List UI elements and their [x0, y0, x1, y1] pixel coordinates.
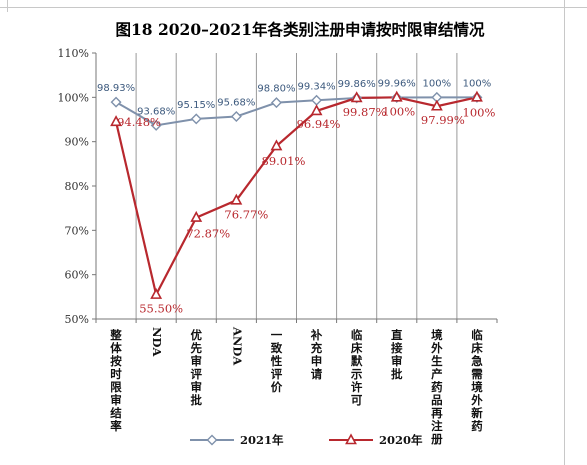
data-label-2020: 97.99%: [421, 113, 465, 127]
data-label-2021: 95.15%: [177, 100, 215, 111]
category-label: 临床急需境外新药: [470, 328, 483, 433]
point-2020: [390, 90, 403, 102]
y-tick-label: 100%: [58, 91, 89, 104]
category-label: 补充申请: [310, 328, 323, 381]
data-label-2020: 100%: [382, 104, 415, 118]
chart-title: 图18 2020–2021年各类别注册申请按时限审结情况: [115, 20, 485, 39]
point-2021: [190, 113, 202, 125]
page-frame-right: [564, 0, 565, 465]
category-label: ANDA: [230, 326, 244, 366]
data-label-2021: 99.86%: [338, 79, 376, 90]
point-2020: [110, 115, 122, 127]
page-frame-top: [0, 7, 587, 8]
data-label-2021: 98.93%: [97, 83, 135, 94]
category-label: 直接审批: [391, 328, 403, 381]
series-line-2020: [114, 96, 478, 298]
data-label-2020: 55.50%: [139, 302, 183, 316]
y-tick-label: 80%: [65, 180, 89, 193]
category-label: 整体按时限审结率: [109, 328, 122, 433]
data-label-2021: 100%: [423, 78, 452, 89]
point-2021: [110, 96, 122, 108]
y-tick-label: 60%: [65, 269, 89, 282]
point-2021: [270, 97, 282, 109]
legend-marker-2020: [345, 433, 357, 445]
data-label-2020: 89.01%: [262, 154, 306, 168]
legend-label-2020: 2020年: [379, 433, 423, 447]
data-label-2020: 96.94%: [297, 117, 341, 131]
y-tick-label: 90%: [65, 136, 89, 149]
page-frame-left: [7, 0, 8, 12]
legend-label-2021: 2021年: [240, 433, 284, 447]
category-label: 优先审评审批: [191, 328, 203, 407]
series-line-2021: [115, 96, 477, 127]
y-tick-label: 70%: [65, 224, 89, 237]
data-label-2021: 93.68%: [137, 106, 175, 117]
point-2020: [190, 210, 203, 222]
point-2020: [471, 90, 483, 102]
point-2021: [230, 110, 242, 122]
data-label-2021: 99.96%: [378, 79, 416, 90]
data-label-2021: 99.34%: [297, 81, 335, 92]
legend-marker-2021: [206, 434, 218, 446]
data-label-2020: 76.77%: [224, 207, 268, 221]
category-label: NDA: [150, 327, 164, 357]
point-2020: [350, 91, 363, 103]
data-label-2021: 95.68%: [217, 97, 255, 108]
data-label-2020: 94.48%: [117, 115, 161, 129]
point-2021: [150, 119, 162, 131]
category-label: 临床默示许可: [350, 328, 363, 407]
point-2020: [430, 99, 443, 111]
category-label: 境外生产药品再注册: [430, 328, 443, 446]
point-2021: [311, 94, 323, 106]
data-label-2021: 100%: [463, 78, 492, 89]
y-tick-label: 50%: [65, 313, 89, 326]
category-label: 一致性评价: [271, 328, 283, 394]
data-label-2021: 98.80%: [257, 84, 295, 95]
point-2020: [150, 287, 163, 299]
point-2020: [270, 139, 283, 151]
point-2020: [230, 193, 243, 205]
data-label-2020: 100%: [463, 105, 496, 119]
data-label-2020: 99.87%: [343, 105, 387, 119]
y-tick-label: 110%: [58, 47, 89, 60]
data-label-2020: 72.87%: [186, 227, 230, 241]
point-2020: [310, 104, 323, 116]
